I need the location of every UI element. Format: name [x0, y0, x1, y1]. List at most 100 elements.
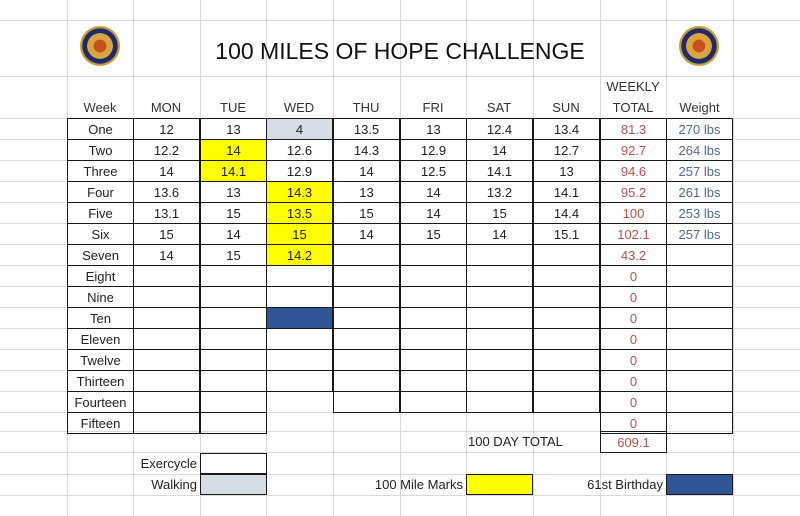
day-cell[interactable] [466, 244, 533, 266]
legend-walking-swatch[interactable] [200, 474, 267, 495]
weight-cell[interactable] [666, 265, 733, 287]
legend-birthday-swatch[interactable] [666, 474, 733, 495]
grand-total-value[interactable]: 609.1 [600, 431, 667, 453]
day-cell[interactable]: 15.1 [533, 223, 600, 245]
day-cell[interactable]: 13.2 [466, 181, 533, 203]
day-cell[interactable] [400, 244, 467, 266]
weekly-total[interactable]: 0 [600, 391, 667, 413]
weight-cell[interactable]: 253 lbs [666, 202, 733, 224]
day-cell[interactable]: 14 [200, 223, 267, 245]
day-cell[interactable] [400, 349, 467, 371]
day-cell[interactable] [533, 265, 600, 287]
day-cell[interactable] [133, 370, 200, 392]
day-cell[interactable] [400, 328, 467, 350]
day-cell[interactable] [200, 265, 267, 287]
day-cell[interactable] [200, 286, 267, 308]
day-cell[interactable] [533, 328, 600, 350]
weekly-total[interactable]: 0 [600, 286, 667, 308]
weekly-total[interactable]: 0 [600, 370, 667, 392]
day-cell[interactable] [466, 391, 533, 413]
weight-cell[interactable]: 264 lbs [666, 139, 733, 161]
day-cell[interactable] [400, 391, 467, 413]
day-cell[interactable] [133, 286, 200, 308]
weekly-total[interactable]: 0 [600, 349, 667, 371]
day-cell[interactable] [466, 370, 533, 392]
day-cell[interactable] [266, 370, 333, 392]
day-cell[interactable] [400, 286, 467, 308]
day-cell[interactable]: 13 [333, 181, 400, 203]
weekly-total[interactable]: 0 [600, 307, 667, 329]
day-cell[interactable]: 14.4 [533, 202, 600, 224]
day-cell[interactable] [533, 370, 600, 392]
weight-cell[interactable] [666, 391, 733, 413]
day-cell[interactable] [266, 265, 333, 287]
day-cell[interactable] [400, 307, 467, 329]
weight-cell[interactable] [666, 370, 733, 392]
day-cell[interactable] [533, 244, 600, 266]
legend-exercycle-swatch[interactable] [200, 453, 267, 474]
weekly-total[interactable]: 94.6 [600, 160, 667, 182]
day-cell[interactable] [533, 307, 600, 329]
day-cell[interactable] [333, 370, 400, 392]
day-cell[interactable]: 13.5 [333, 118, 400, 140]
day-cell[interactable]: 13 [400, 118, 467, 140]
weight-cell[interactable]: 270 lbs [666, 118, 733, 140]
legend-mile-marks-swatch[interactable] [466, 474, 533, 495]
day-cell[interactable]: 15 [466, 202, 533, 224]
day-cell[interactable] [466, 328, 533, 350]
day-cell[interactable]: 12.6 [266, 139, 333, 161]
day-cell[interactable] [533, 391, 600, 413]
day-cell[interactable]: 13.4 [533, 118, 600, 140]
day-cell[interactable]: 15 [200, 202, 267, 224]
day-cell[interactable]: 14.1 [466, 160, 533, 182]
weekly-total[interactable]: 43.2 [600, 244, 667, 266]
weekly-total[interactable]: 81.3 [600, 118, 667, 140]
day-cell[interactable]: 13.1 [133, 202, 200, 224]
day-cell[interactable] [133, 412, 200, 434]
day-cell[interactable]: 13 [200, 118, 267, 140]
day-cell[interactable]: 13.5 [266, 202, 333, 224]
weight-cell[interactable]: 257 lbs [666, 160, 733, 182]
day-cell[interactable] [133, 307, 200, 329]
day-cell[interactable]: 14 [200, 139, 267, 161]
day-cell[interactable] [200, 370, 267, 392]
weekly-total[interactable]: 0 [600, 265, 667, 287]
weight-cell[interactable] [666, 286, 733, 308]
day-cell[interactable] [466, 286, 533, 308]
day-cell[interactable]: 14 [133, 244, 200, 266]
day-cell[interactable]: 14 [400, 202, 467, 224]
day-cell[interactable]: 14 [466, 223, 533, 245]
day-cell[interactable]: 4 [266, 118, 333, 140]
day-cell[interactable] [400, 370, 467, 392]
weight-cell[interactable] [666, 328, 733, 350]
day-cell[interactable] [333, 265, 400, 287]
day-cell[interactable] [266, 391, 333, 413]
day-cell[interactable] [466, 265, 533, 287]
weekly-total[interactable]: 100 [600, 202, 667, 224]
day-cell[interactable] [133, 349, 200, 371]
day-cell[interactable]: 14 [333, 160, 400, 182]
day-cell[interactable] [333, 412, 400, 434]
day-cell[interactable] [266, 349, 333, 371]
day-cell[interactable] [133, 328, 200, 350]
day-cell[interactable] [200, 307, 267, 329]
day-cell[interactable] [200, 412, 267, 434]
day-cell[interactable]: 14.1 [200, 160, 267, 182]
day-cell[interactable]: 12.9 [266, 160, 333, 182]
day-cell[interactable] [333, 328, 400, 350]
day-cell[interactable] [333, 391, 400, 413]
day-cell[interactable] [266, 286, 333, 308]
day-cell[interactable]: 14 [400, 181, 467, 203]
weekly-total[interactable]: 102.1 [600, 223, 667, 245]
day-cell[interactable] [533, 349, 600, 371]
weekly-total[interactable]: 92.7 [600, 139, 667, 161]
day-cell[interactable] [333, 349, 400, 371]
day-cell[interactable]: 12.7 [533, 139, 600, 161]
day-cell[interactable]: 13 [533, 160, 600, 182]
day-cell[interactable] [266, 307, 333, 329]
weekly-total[interactable]: 0 [600, 328, 667, 350]
weight-cell[interactable] [666, 244, 733, 266]
day-cell[interactable] [200, 328, 267, 350]
day-cell[interactable]: 12.9 [400, 139, 467, 161]
day-cell[interactable]: 15 [266, 223, 333, 245]
